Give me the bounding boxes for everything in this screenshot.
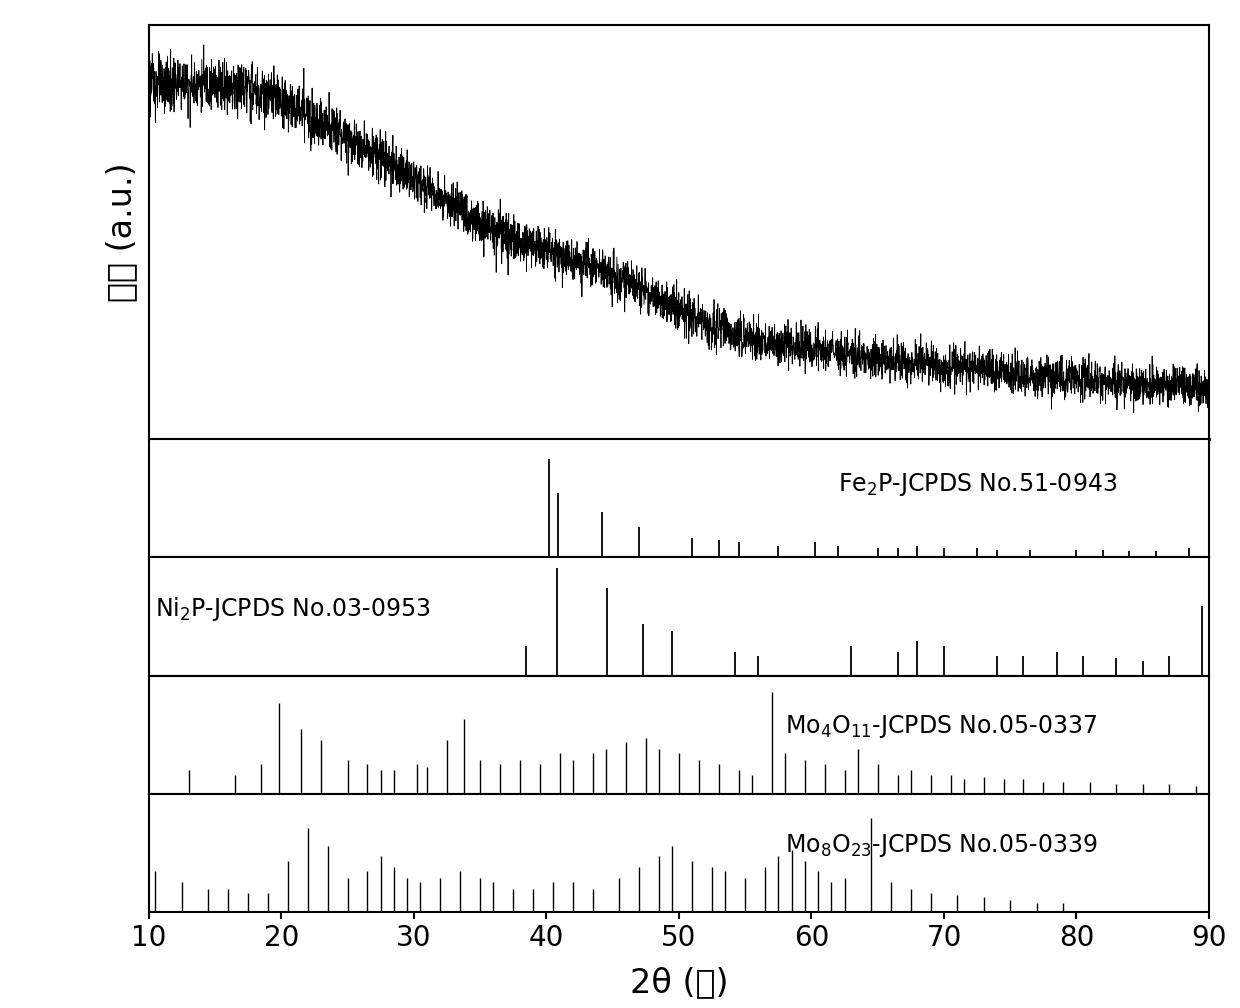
Y-axis label: 强度 (a.u.): 强度 (a.u.) bbox=[104, 162, 138, 302]
Text: Ni$_2$P-JCPDS No.03-0953: Ni$_2$P-JCPDS No.03-0953 bbox=[155, 595, 430, 623]
Text: Mo$_8$O$_{23}$-JCPDS No.05-0339: Mo$_8$O$_{23}$-JCPDS No.05-0339 bbox=[785, 832, 1097, 859]
X-axis label: 2θ (度): 2θ (度) bbox=[630, 966, 728, 999]
Text: Fe$_2$P-JCPDS No.51-0943: Fe$_2$P-JCPDS No.51-0943 bbox=[838, 472, 1117, 498]
Text: Mo$_4$O$_{11}$-JCPDS No.05-0337: Mo$_4$O$_{11}$-JCPDS No.05-0337 bbox=[785, 714, 1097, 740]
